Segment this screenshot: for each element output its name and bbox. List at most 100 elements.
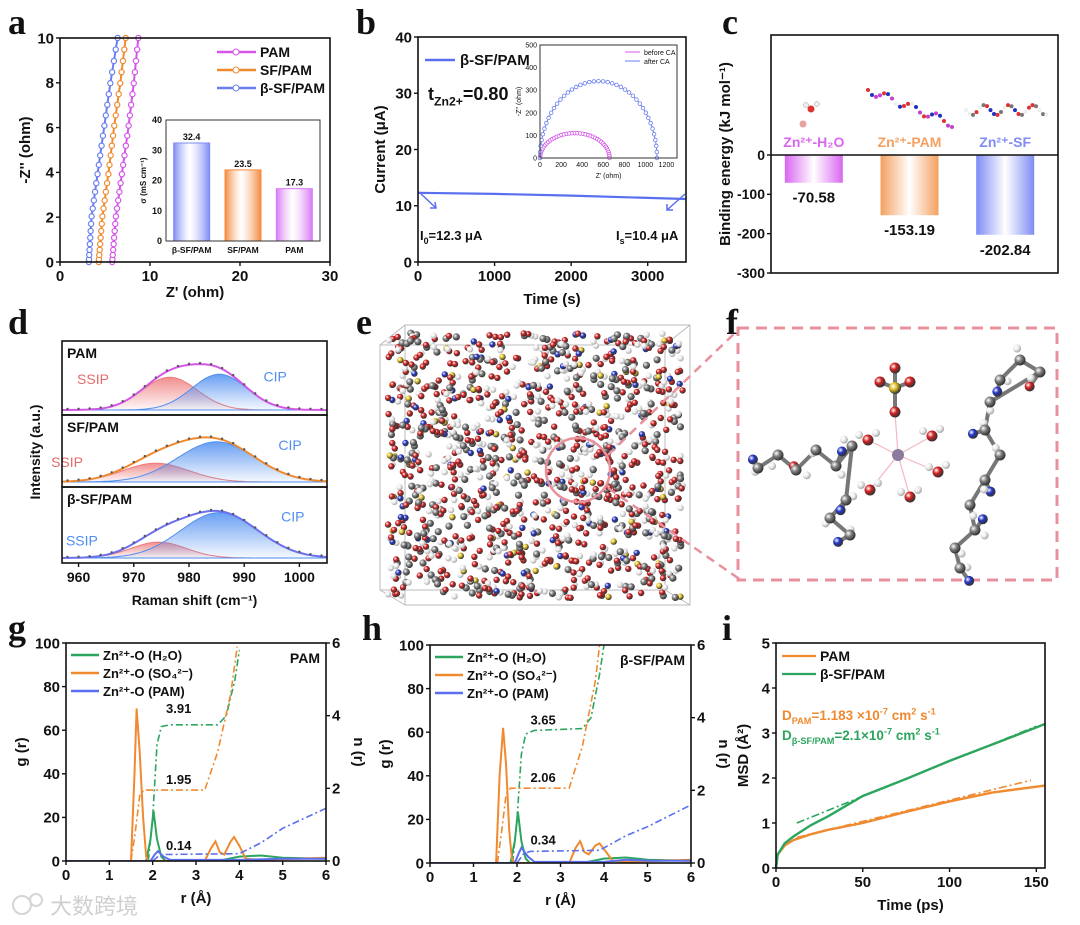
atom: [671, 593, 679, 602]
atom: [486, 554, 493, 561]
watermark-logo-icon: [12, 895, 32, 915]
atom: [537, 457, 545, 465]
atom: [603, 403, 610, 410]
atom: [967, 428, 978, 439]
atom: [624, 358, 632, 366]
data-point: [100, 205, 107, 212]
atom: [570, 446, 577, 453]
data-point: [558, 97, 563, 102]
y2-tick-label: 6: [697, 637, 705, 654]
y-tick-label: 0: [46, 254, 54, 271]
atom: [495, 548, 502, 555]
category-label: Zn²⁺-H₂O: [783, 134, 844, 150]
atom: [401, 365, 408, 372]
atom: [546, 383, 554, 390]
data-point: [187, 437, 191, 440]
atom: [510, 479, 518, 487]
data-point: [287, 472, 290, 476]
atom: [510, 393, 518, 400]
atom: [549, 402, 556, 410]
data-point: [96, 251, 103, 259]
atom: [555, 594, 563, 601]
atom: [451, 413, 458, 420]
atom: [408, 482, 416, 490]
legend-label: Zn²⁺-O (H₂O): [467, 650, 546, 665]
atom: [445, 540, 453, 548]
atom: [387, 534, 395, 541]
atom: [388, 463, 395, 470]
atom: [667, 488, 676, 496]
atom: [412, 452, 419, 459]
atom: [659, 459, 667, 466]
atom: [520, 449, 528, 456]
y-tick-label: -300: [737, 265, 765, 281]
atom: [986, 406, 995, 415]
y-tick-label: 40: [407, 768, 424, 785]
coordination-number-label: 1.95: [166, 772, 191, 787]
atom: [417, 430, 424, 437]
atom: [1034, 366, 1046, 378]
atom: [451, 476, 459, 483]
atom: [606, 443, 613, 451]
atom: [554, 539, 562, 547]
atom: [654, 446, 661, 453]
legend-label: Zn²⁺-O (H₂O): [103, 648, 182, 663]
panel-label-e: e: [356, 302, 372, 342]
atom: [824, 512, 836, 524]
atom: [563, 518, 570, 526]
data-point: [265, 534, 268, 537]
atom: [497, 334, 505, 341]
atom: [518, 591, 525, 598]
atom: [464, 429, 471, 436]
y-tick-label: 200: [525, 110, 537, 117]
atom: [957, 549, 966, 558]
atom: [439, 417, 446, 425]
atom: [389, 381, 397, 388]
atom: [413, 532, 421, 540]
x-tick-label: 10: [142, 268, 159, 285]
data-point: [198, 435, 202, 438]
atom: [613, 494, 621, 501]
atom: [449, 379, 456, 386]
text-part: =2.1×10: [834, 728, 884, 743]
atom: [663, 454, 670, 461]
atom: [579, 566, 586, 573]
inset-y-axis-label: -Z'' (ohm): [516, 87, 523, 117]
atom: [613, 413, 620, 420]
coordination-number-label: 0.14: [166, 838, 192, 853]
x-tick-label: 960: [67, 569, 91, 585]
atom: [461, 423, 470, 431]
data-point: [91, 188, 99, 196]
data-point: [99, 132, 107, 139]
data-point: [650, 126, 655, 131]
atom: [607, 567, 615, 574]
data-point: [165, 444, 169, 447]
data-point: [187, 513, 191, 517]
atom: [520, 569, 527, 577]
atom: [650, 554, 658, 561]
y-tick-label: 1: [762, 815, 770, 832]
coordination-number-line: [496, 645, 601, 863]
data-point: [112, 112, 119, 119]
data-point: [103, 179, 111, 187]
atom: [532, 499, 539, 506]
data-point: [102, 188, 110, 196]
atom: [454, 393, 462, 401]
data-point: [309, 552, 312, 556]
category-label: Zn²⁺-PAM: [878, 134, 942, 150]
atom: [662, 472, 670, 479]
atom: [562, 507, 570, 514]
atom: [391, 498, 398, 506]
atom: [402, 359, 409, 367]
data-point: [126, 112, 134, 119]
atom: [666, 557, 674, 564]
atom: [605, 593, 612, 601]
y2-axis-label: n (r): [350, 737, 367, 766]
atom: [575, 350, 582, 357]
data-point: [112, 46, 119, 53]
atom: [514, 472, 522, 480]
x-tick-label: 5: [643, 869, 651, 886]
atom: [646, 580, 653, 587]
data-point: [112, 213, 120, 220]
atom: [549, 341, 557, 348]
